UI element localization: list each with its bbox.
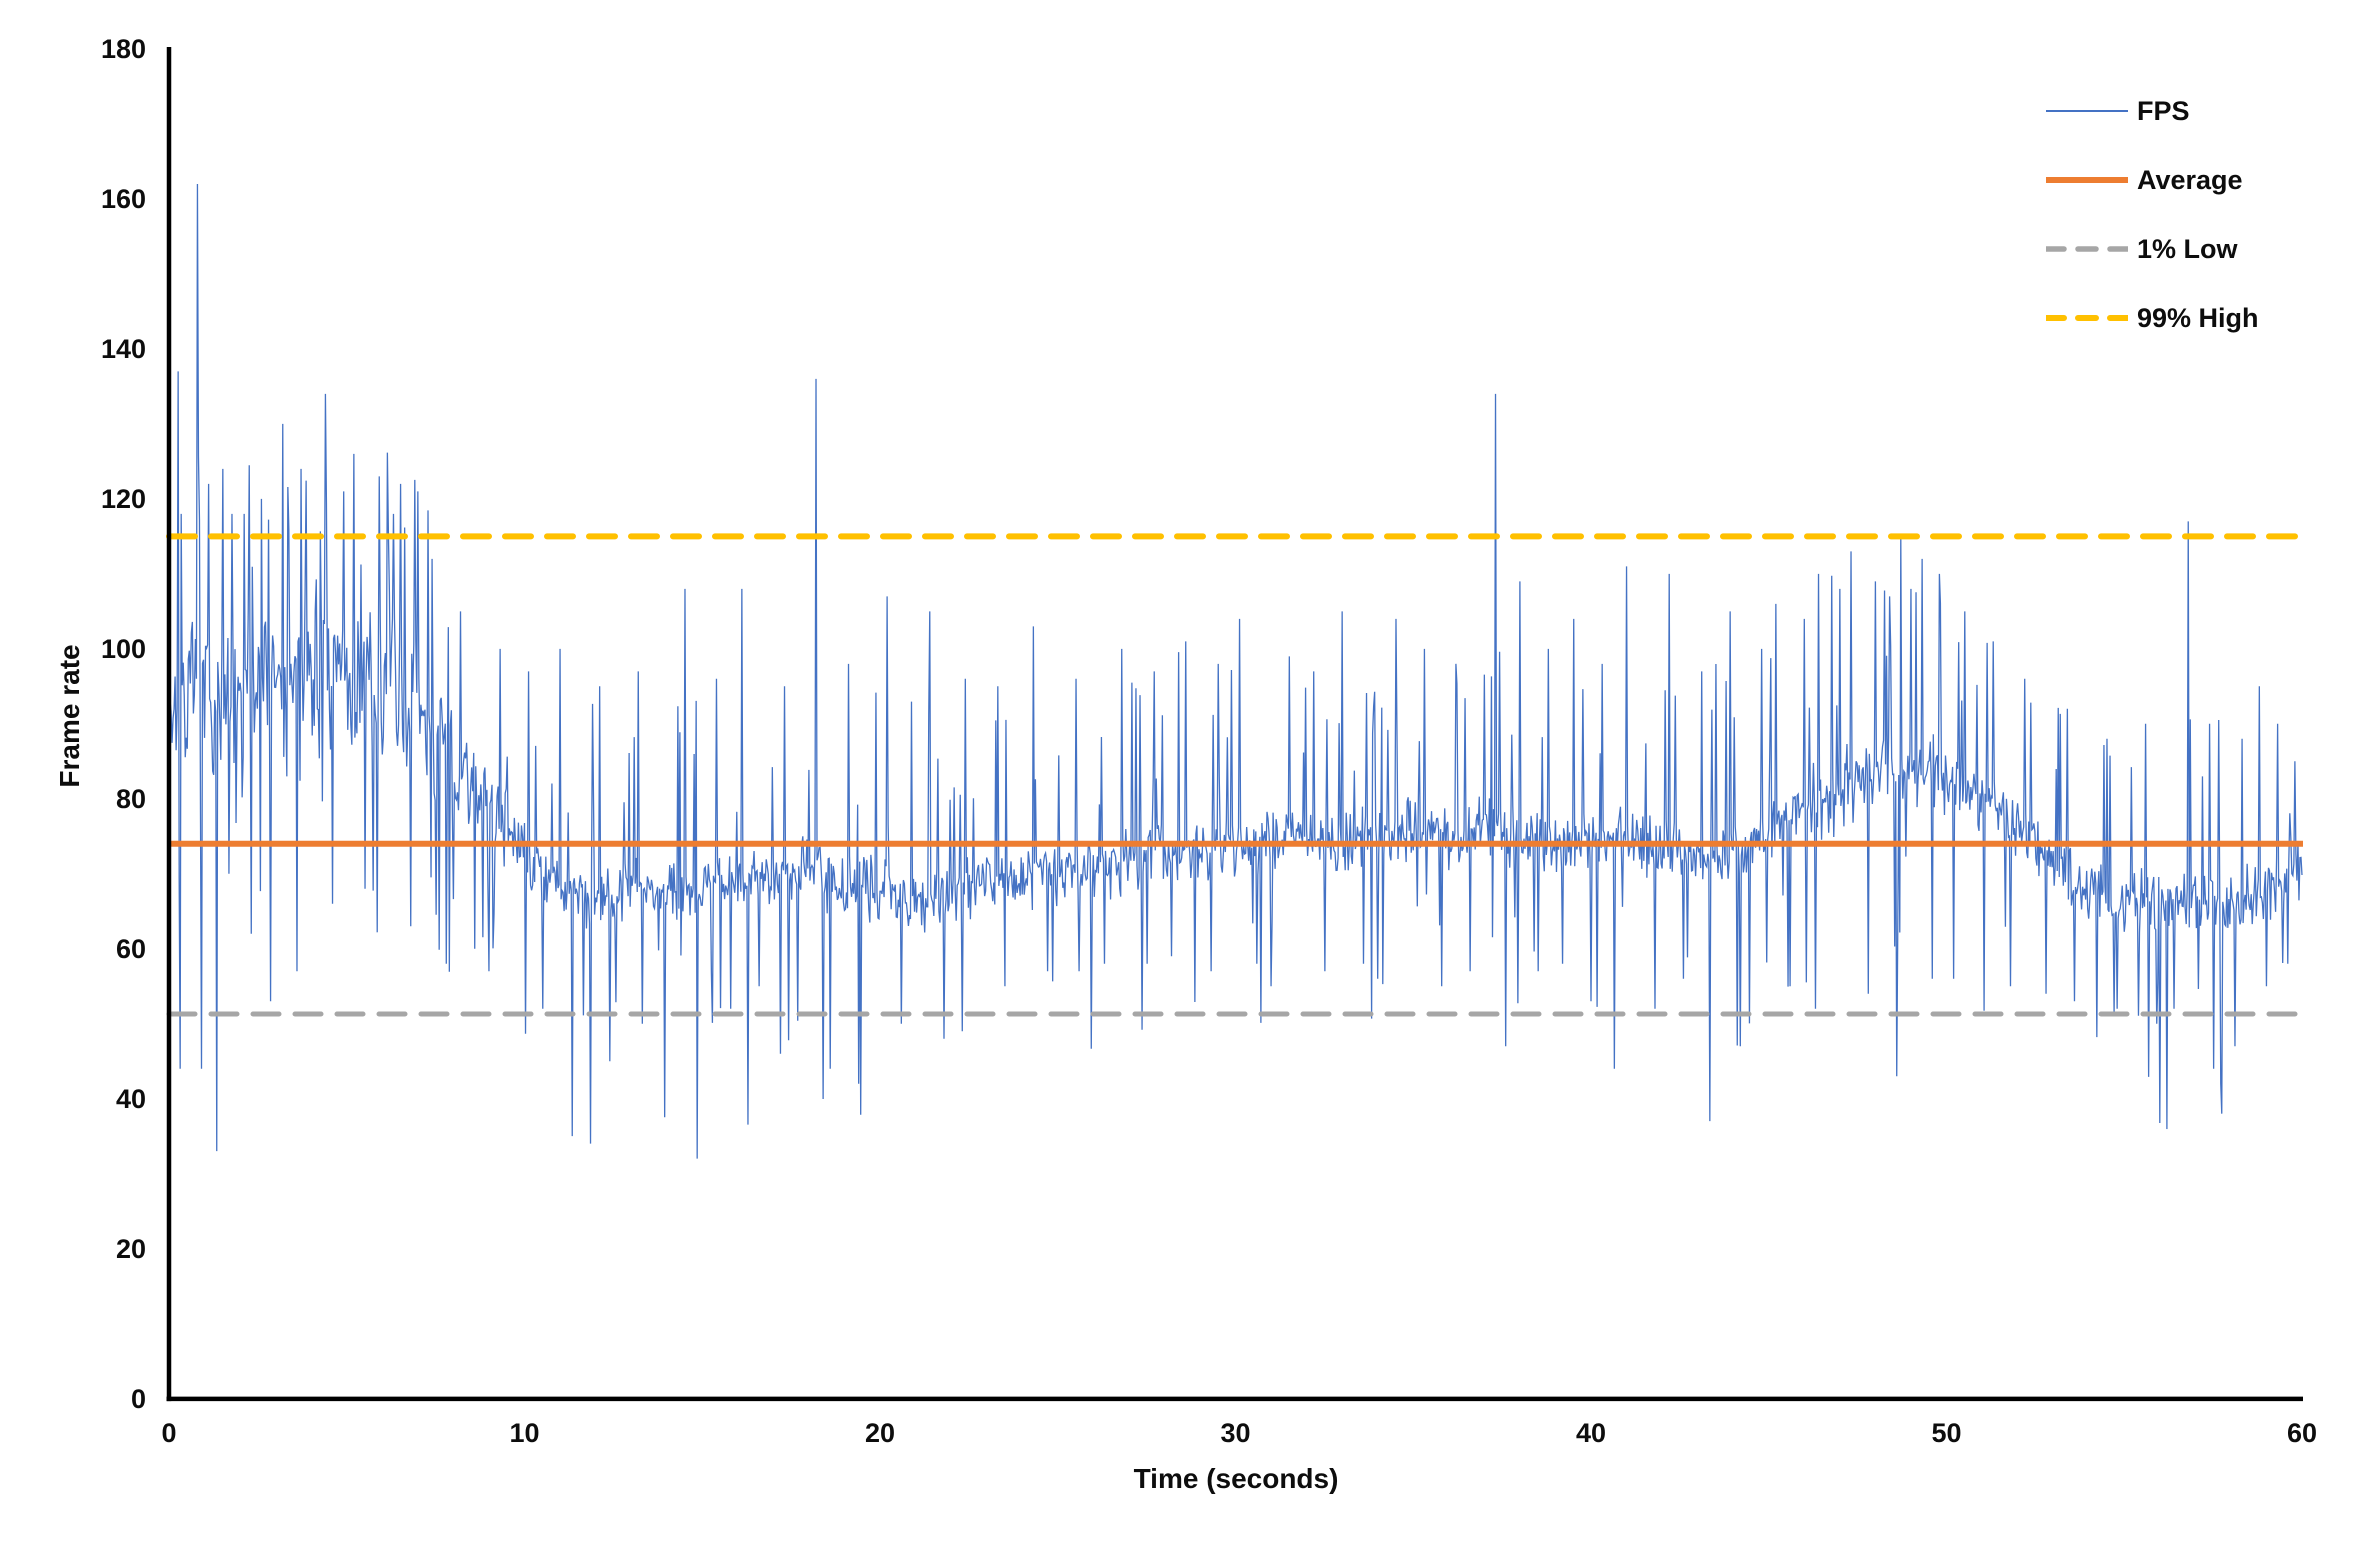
y-tick-label: 40: [115, 1083, 146, 1114]
y-tick-label: 100: [100, 633, 146, 664]
x-tick-label: 40: [1575, 1418, 1607, 1448]
y-tick-label: 180: [100, 34, 146, 64]
x-tick-label: 50: [1931, 1418, 1962, 1448]
y-tick-label: 160: [100, 183, 146, 214]
legend-label-1-percent-low: 1% Low: [2137, 234, 2238, 264]
y-tick-label: 120: [100, 483, 146, 514]
one-percent-low-line-swatch: [2046, 246, 2128, 252]
y-tick-label: 20: [115, 1233, 146, 1264]
legend: FPS Average 1% Low 99% High: [2046, 95, 2259, 371]
legend-label-average: Average: [2137, 165, 2243, 195]
x-tick-label: 30: [1220, 1418, 1251, 1448]
fps-line-swatch: [2046, 110, 2128, 112]
x-tick-label: 60: [2286, 1418, 2318, 1448]
y-tick-label: 80: [115, 783, 146, 814]
legend-item-1-percent-low: 1% Low: [2046, 233, 2259, 265]
legend-label-99-percent-high: 99% High: [2137, 303, 2259, 333]
x-tick-label: 0: [161, 1418, 177, 1448]
x-axis-title: Time (seconds): [1133, 1463, 1339, 1494]
legend-item-average: Average: [2046, 164, 2259, 196]
y-tick-label: 140: [100, 333, 146, 364]
y-tick-label: 0: [130, 1383, 146, 1414]
fps-series-line: [168, 183, 2303, 1159]
legend-item-fps: FPS: [2046, 95, 2259, 127]
ninety-nine-percent-high-line-swatch: [2046, 315, 2128, 321]
y-axis-title: Frame rate: [54, 644, 85, 788]
y-tick-label: 60: [115, 933, 146, 964]
legend-label-fps: FPS: [2137, 96, 2190, 126]
legend-item-99-percent-high: 99% High: [2046, 302, 2259, 334]
x-tick-label: 20: [864, 1418, 896, 1448]
x-tick-label: 10: [509, 1418, 540, 1448]
average-line-swatch: [2046, 177, 2128, 183]
